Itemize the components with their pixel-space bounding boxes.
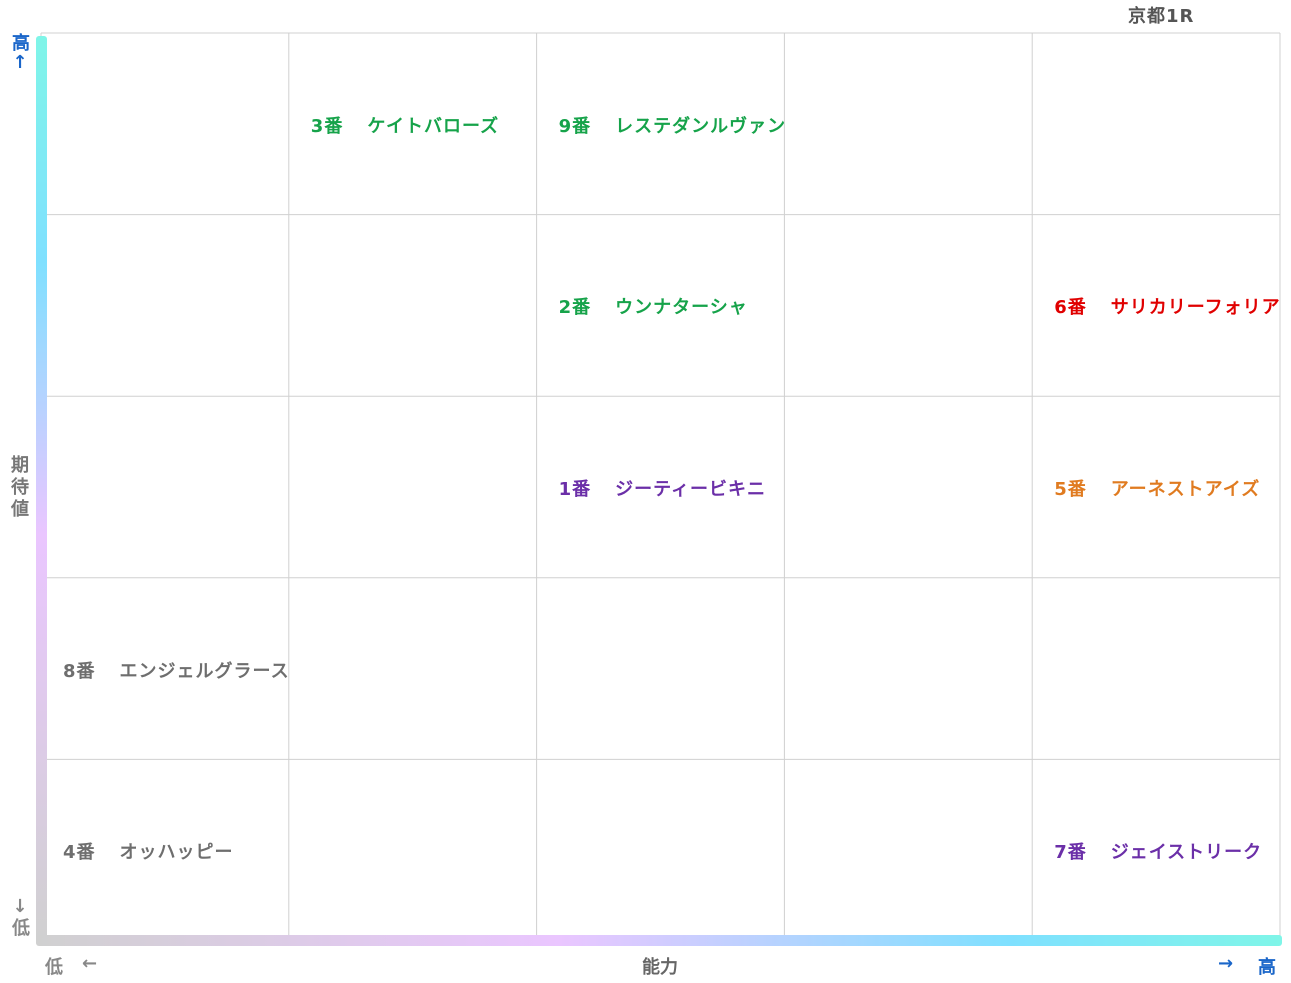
horse-name: ジェイストリーク <box>1110 842 1263 864</box>
horse-name: ケイトバローズ <box>367 115 500 137</box>
horse-entry: 9番 レステダンルヴァン <box>559 112 787 138</box>
horse-entry: 4番 オッハッピー <box>63 838 234 864</box>
horse-number: 6番 <box>1054 297 1087 319</box>
x-axis-low-label: 低 <box>45 957 63 978</box>
horse-number: 2番 <box>558 297 592 319</box>
y-axis-bar <box>36 36 47 942</box>
x-axis-bar <box>36 935 1282 946</box>
horse-number: 3番 <box>310 115 344 137</box>
horse-entry: 1番 ジーティービキニ <box>559 475 766 501</box>
horse-name: アーネストアイズ <box>1110 479 1261 500</box>
horse-number: 8番 <box>63 660 96 682</box>
x-axis-high-arrow-icon: → <box>1218 953 1234 974</box>
horse-number: 4番 <box>63 842 96 864</box>
horse-entry: 3番 ケイトバローズ <box>311 112 499 138</box>
x-axis-low-arrow-icon: ← <box>82 953 98 974</box>
horse-entry: 7番 ジェイストリーク <box>1054 838 1262 864</box>
horse-number: 5番 <box>1054 479 1087 500</box>
horse-entry: 2番 ウンナターシャ <box>559 293 748 319</box>
horse-entry: 8番 エンジェルグラース <box>63 657 290 683</box>
y-axis-high-label: 高 <box>12 33 30 54</box>
horse-entry: 6番 サリカリーフォリア <box>1054 293 1280 319</box>
horse-name: ジーティービキニ <box>615 479 767 500</box>
horse-name: エンジェルグラース <box>119 660 290 682</box>
y-axis-high-arrow-icon: ↑ <box>12 52 28 73</box>
race-title: 京都1R <box>1128 6 1195 27</box>
horse-name: ウンナターシャ <box>615 297 748 319</box>
horse-entry: 5番 アーネストアイズ <box>1054 475 1260 501</box>
horse-name: サリカリーフォリア <box>1110 297 1281 319</box>
horse-number: 7番 <box>1054 842 1087 864</box>
horse-number: 9番 <box>558 115 592 137</box>
horse-number: 1番 <box>558 479 592 500</box>
horse-name: オッハッピー <box>119 842 234 864</box>
horse-name: レステダンルヴァン <box>615 115 787 137</box>
y-axis-title: 期待値 <box>11 455 29 520</box>
y-axis-low-label: 低 <box>12 918 30 939</box>
y-axis-low-arrow-icon: ↓ <box>12 896 28 917</box>
x-axis-title: 能力 <box>642 957 678 978</box>
x-axis-high-label: 高 <box>1258 957 1276 978</box>
